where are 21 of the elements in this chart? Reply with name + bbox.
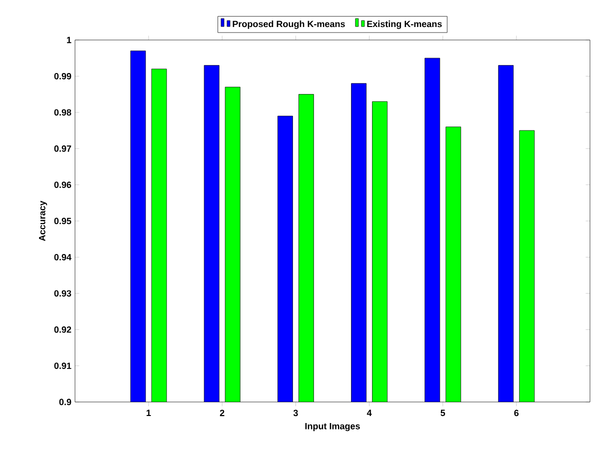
y-axis-title: Accuracy	[39, 200, 48, 242]
y-tick-label: 0.9	[59, 398, 72, 406]
y-tick-label: 0.91	[54, 362, 72, 369]
legend-label: Proposed Rough K-means	[232, 20, 345, 29]
y-tick-label: 0.94	[54, 254, 72, 260]
x-tick-label: 6	[514, 410, 519, 416]
y-tick-label: 0.96	[54, 182, 72, 188]
y-tick-label: 0.95	[54, 218, 72, 224]
x-tick-label: 1	[146, 410, 151, 416]
y-tick-label: 1	[67, 36, 72, 44]
y-tick-label: 0.98	[54, 109, 72, 116]
y-tick-label: 0.93	[54, 290, 72, 297]
x-tick-label: 5	[440, 410, 446, 416]
y-tick-label: 0.97	[54, 145, 72, 152]
legend-label: Existing K-means	[367, 20, 442, 29]
x-tick-label: 2	[220, 410, 224, 416]
x-tick-label: 4	[366, 410, 372, 416]
y-tick-label: 0.92	[54, 326, 72, 333]
x-tick-label: 3	[293, 410, 298, 416]
y-tick-label: 0.99	[54, 73, 72, 80]
x-axis-title: Input Images	[305, 423, 360, 432]
